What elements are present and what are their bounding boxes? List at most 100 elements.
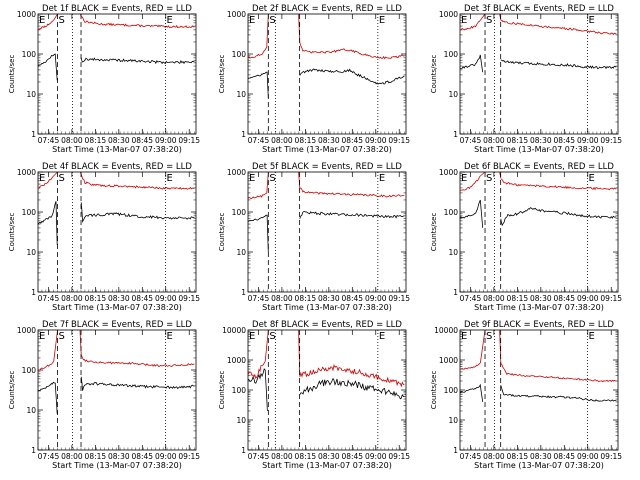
x-tick-label: 07:45 — [38, 452, 60, 461]
y-tick-label: 1 — [241, 288, 246, 297]
x-tick-label: 07:45 — [38, 136, 60, 145]
s-marker: S — [486, 15, 492, 26]
panel-3: Det 3f BLACK = Events, RED = LLD 1 10 100 10… — [430, 4, 622, 154]
lld-spike-fall — [499, 13, 502, 21]
lld-spike-fall — [499, 171, 502, 179]
x-axis-label: Start Time (13-Mar-07 07:38:20) — [474, 303, 604, 312]
e-marker-start: E — [461, 173, 467, 184]
lld-spike-rise — [266, 13, 269, 47]
x-axis-label: Start Time (13-Mar-07 07:38:20) — [52, 303, 182, 312]
e-marker-end: E — [379, 331, 385, 342]
y-tick-label: 1000 — [17, 326, 36, 335]
y-tick-label: 10 — [236, 90, 246, 99]
lld-trace-pre — [37, 361, 54, 371]
lld-spike-rise — [53, 171, 58, 177]
lld-trace-post — [500, 19, 617, 36]
x-tick-label: 09:00 — [365, 294, 387, 303]
events-trace-pre — [247, 368, 268, 412]
s-marker: S — [486, 331, 492, 342]
x-tick-label: 09:15 — [600, 294, 622, 303]
x-axis-label: Start Time (13-Mar-07 07:38:20) — [52, 461, 182, 470]
events-trace-post — [80, 57, 195, 65]
panel-9: Det 9f BLACK = Events, RED = LLD 1 10 100 10… — [430, 320, 622, 470]
y-tick-label: 1 — [31, 130, 36, 139]
x-tick-label: 08:15 — [85, 294, 107, 303]
plot-frame — [247, 171, 407, 293]
x-axis-label: Start Time (13-Mar-07 07:38:20) — [474, 145, 604, 154]
lld-trace-post — [500, 363, 617, 383]
x-axis-label: Start Time (13-Mar-07 07:38:20) — [262, 145, 392, 154]
y-axis-label: Counts/sec — [218, 371, 226, 410]
x-axis-label: Start Time (13-Mar-07 07:38:20) — [52, 145, 182, 154]
y-tick-label: 100 — [444, 208, 459, 217]
lld-trace-pre — [459, 362, 481, 370]
e-marker-end: E — [588, 15, 594, 26]
x-tick-label: 08:15 — [507, 136, 529, 145]
x-tick-label: 08:30 — [530, 294, 552, 303]
y-tick-label: 100 — [22, 208, 37, 217]
e-marker-end: E — [166, 15, 172, 26]
panel-2: Det 2f BLACK = Events, RED = LLD 1 10 100 10… — [218, 4, 410, 154]
y-tick-label: 10 — [26, 248, 36, 257]
s-marker: S — [59, 173, 65, 184]
x-tick-label: 08:45 — [553, 452, 575, 461]
lld-spike-fall — [298, 329, 301, 376]
x-tick-label: 08:45 — [341, 452, 363, 461]
panel-title: Det 5f BLACK = Events, RED = LLD — [252, 162, 402, 172]
x-tick-label: 07:45 — [460, 294, 482, 303]
y-axis-label: Counts/sec — [430, 55, 438, 94]
y-tick-label: 10 — [236, 416, 246, 425]
x-tick-label: 09:00 — [577, 136, 599, 145]
events-trace-pre — [459, 383, 484, 402]
s-marker: S — [59, 15, 65, 26]
x-tick-label: 08:30 — [318, 294, 340, 303]
panel-title: Det 3f BLACK = Events, RED = LLD — [464, 4, 614, 14]
y-tick-label: 1 — [453, 446, 458, 455]
y-tick-label: 1000 — [17, 10, 36, 19]
x-tick-label: 08:30 — [108, 294, 130, 303]
panel-7: Det 7f BLACK = Events, RED = LLD 1 10 100 10… — [8, 320, 200, 470]
y-tick-label: 100 — [22, 366, 37, 375]
plot-frame — [37, 171, 197, 293]
x-tick-label: 08:00 — [271, 294, 293, 303]
x-tick-label: 09:15 — [178, 294, 200, 303]
lld-trace-pre — [459, 175, 481, 192]
x-tick-label: 08:45 — [131, 452, 153, 461]
e-marker-end: E — [588, 331, 594, 342]
x-tick-label: 09:15 — [388, 136, 410, 145]
y-tick-label: 10000 — [434, 326, 458, 335]
y-tick-label: 10 — [448, 90, 458, 99]
events-trace-post — [80, 202, 195, 224]
y-tick-label: 10 — [448, 248, 458, 257]
x-tick-label: 08:45 — [553, 136, 575, 145]
x-tick-label: 09:00 — [155, 136, 177, 145]
x-tick-label: 08:30 — [318, 136, 340, 145]
x-tick-label: 08:15 — [507, 294, 529, 303]
s-marker: S — [59, 331, 65, 342]
y-tick-label: 1 — [241, 130, 246, 139]
panel-title: Det 9f BLACK = Events, RED = LLD — [464, 320, 614, 330]
panel-1: Det 1f BLACK = Events, RED = LLD 1 10 100 10… — [8, 4, 200, 154]
x-axis-label: Start Time (13-Mar-07 07:38:20) — [474, 461, 604, 470]
events-trace-post — [299, 377, 405, 400]
events-trace-pre — [459, 54, 484, 73]
y-tick-label: 1 — [31, 446, 36, 455]
y-tick-label: 1000 — [439, 356, 458, 365]
events-trace-post — [80, 376, 195, 391]
y-tick-label: 10 — [236, 248, 246, 257]
e-marker-start: E — [249, 173, 255, 184]
lld-trace-post — [80, 354, 195, 367]
x-tick-label: 07:45 — [248, 452, 270, 461]
x-tick-label: 08:45 — [341, 136, 363, 145]
events-trace-pre — [459, 199, 484, 228]
e-marker-start: E — [461, 15, 467, 26]
s-marker: S — [486, 173, 492, 184]
panel-5: Det 5f BLACK = Events, RED = LLD 1 10 100 10… — [218, 162, 410, 312]
lld-trace-post — [299, 187, 405, 198]
x-tick-label: 07:45 — [38, 294, 60, 303]
x-tick-label: 08:45 — [341, 294, 363, 303]
x-tick-label: 07:45 — [460, 136, 482, 145]
lld-trace-post — [500, 178, 617, 191]
panel-title: Det 7f BLACK = Events, RED = LLD — [42, 320, 192, 330]
y-tick-label: 100 — [232, 208, 247, 217]
